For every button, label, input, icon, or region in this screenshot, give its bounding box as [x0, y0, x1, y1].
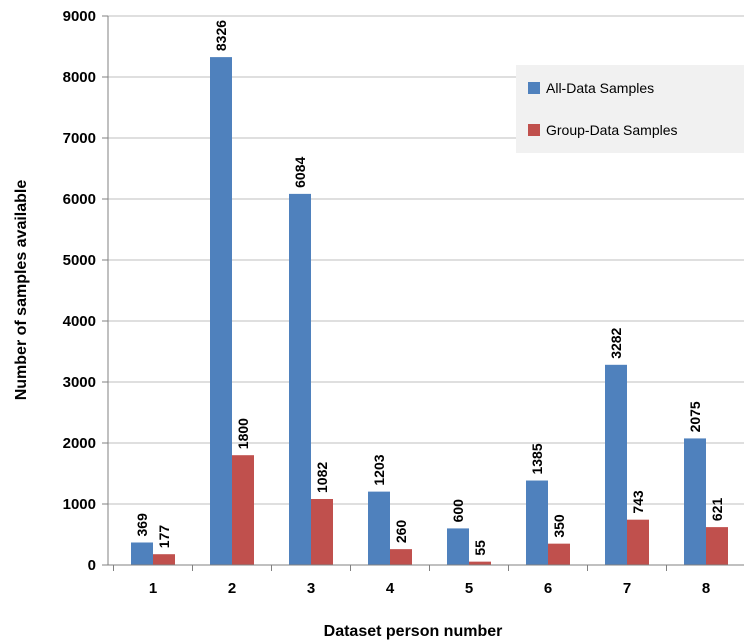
y-axis-title: Number of samples available — [13, 180, 30, 401]
x-tick-label: 7 — [623, 580, 631, 597]
data-label: 350 — [551, 514, 567, 538]
y-tick-label: 0 — [88, 557, 96, 574]
data-label: 3282 — [608, 327, 624, 358]
x-tick-label: 2 — [228, 580, 236, 597]
data-label: 177 — [156, 525, 172, 549]
bar-all-data — [210, 57, 232, 565]
x-tick-label: 4 — [386, 580, 395, 597]
legend-box — [516, 65, 744, 153]
y-tick-label: 5000 — [63, 252, 96, 269]
x-tick-label: 5 — [465, 580, 473, 597]
y-tick-label: 1000 — [63, 496, 96, 513]
bar-all-data — [684, 438, 706, 565]
x-axis-title: Dataset person number — [324, 623, 503, 640]
bar-group-data — [311, 498, 333, 565]
axes — [102, 15, 744, 571]
data-label: 6084 — [292, 157, 308, 188]
y-tick-label: 9000 — [63, 8, 96, 25]
bar-group-data — [153, 554, 175, 565]
data-label: 55 — [472, 540, 488, 556]
bar-group-data — [706, 527, 728, 565]
y-tick-label: 2000 — [63, 435, 96, 452]
y-tick-label: 3000 — [63, 374, 96, 391]
bar-group-data — [548, 543, 570, 565]
bar-all-data — [131, 542, 153, 565]
x-tick-label: 3 — [307, 580, 315, 597]
legend-label-group-data: Group-Data Samples — [546, 122, 678, 138]
bar-all-data — [447, 528, 469, 565]
bar-all-data — [368, 491, 390, 565]
bars — [131, 57, 728, 565]
x-tick-label: 8 — [702, 580, 710, 597]
y-tick-label: 8000 — [63, 69, 96, 86]
bar-group-data — [390, 549, 412, 565]
x-tick-label: 6 — [544, 580, 552, 597]
legend: All-Data Samples Group-Data Samples — [516, 65, 744, 153]
data-label: 369 — [134, 513, 150, 537]
bar-group-data — [627, 519, 649, 565]
data-label: 2075 — [687, 401, 703, 432]
bar-all-data — [526, 480, 548, 565]
legend-swatch-group-data — [528, 124, 540, 136]
bar-group-data — [232, 455, 254, 565]
data-label: 1385 — [529, 443, 545, 474]
legend-label-all-data: All-Data Samples — [546, 80, 654, 96]
data-labels: 369 8326 6084 1203 600 1385 3282 2075 177 1800 108… — [134, 20, 725, 556]
bar-all-data — [605, 364, 627, 565]
legend-swatch-all-data — [528, 82, 540, 94]
bar-all-data — [289, 193, 311, 565]
bar-group-data — [469, 561, 491, 565]
y-tick-labels: 0 1000 2000 3000 4000 5000 6000 7000 8000 9000 — [63, 8, 96, 574]
data-label: 621 — [709, 498, 725, 522]
x-tick-label: 1 — [149, 580, 157, 597]
y-tick-label: 4000 — [63, 313, 96, 330]
data-label: 743 — [630, 490, 646, 514]
data-label: 260 — [393, 520, 409, 544]
data-label: 1082 — [314, 462, 330, 493]
data-label: 8326 — [213, 20, 229, 51]
data-label: 600 — [450, 499, 466, 523]
y-tick-label: 6000 — [63, 191, 96, 208]
y-tick-label: 7000 — [63, 130, 96, 147]
data-label: 1800 — [235, 418, 251, 449]
x-tick-labels: 1 2 3 4 5 6 7 8 — [149, 580, 710, 597]
data-label: 1203 — [371, 454, 387, 485]
